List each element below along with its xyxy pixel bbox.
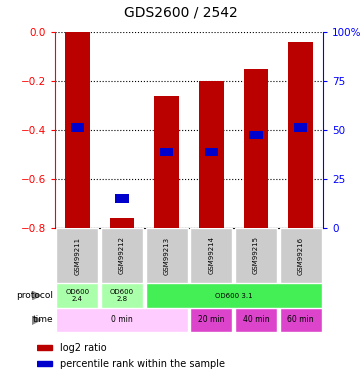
Text: GDS2600 / 2542: GDS2600 / 2542 xyxy=(123,5,238,19)
Bar xyxy=(155,96,179,228)
Bar xyxy=(294,123,307,132)
Text: time: time xyxy=(32,315,53,324)
Text: 40 min: 40 min xyxy=(243,315,269,324)
Bar xyxy=(56,228,98,283)
Bar xyxy=(56,283,98,308)
Text: 20 min: 20 min xyxy=(198,315,225,324)
Bar xyxy=(146,283,322,308)
Bar xyxy=(199,81,223,228)
Text: log2 ratio: log2 ratio xyxy=(60,343,106,353)
Bar xyxy=(280,308,322,332)
Bar xyxy=(101,228,143,283)
Text: 60 min: 60 min xyxy=(287,315,314,324)
Bar xyxy=(280,228,322,283)
Bar xyxy=(160,148,173,156)
Text: protocol: protocol xyxy=(16,291,53,300)
Bar xyxy=(205,148,218,156)
Text: OD600 3.1: OD600 3.1 xyxy=(215,292,252,298)
Text: GSM99213: GSM99213 xyxy=(164,237,170,274)
Text: GSM99211: GSM99211 xyxy=(74,237,81,274)
Bar xyxy=(244,69,268,228)
Bar xyxy=(56,308,188,332)
Bar xyxy=(110,218,134,228)
Bar xyxy=(190,308,232,332)
Bar xyxy=(235,308,277,332)
Text: GSM99214: GSM99214 xyxy=(208,237,214,274)
Bar xyxy=(37,345,52,350)
Text: GSM99215: GSM99215 xyxy=(253,237,259,274)
Text: GSM99216: GSM99216 xyxy=(298,237,304,274)
Text: OD600
2.8: OD600 2.8 xyxy=(110,289,134,302)
Polygon shape xyxy=(31,291,40,300)
Bar xyxy=(235,228,277,283)
Polygon shape xyxy=(31,315,40,324)
Bar xyxy=(101,283,143,308)
Bar xyxy=(65,32,90,228)
Bar xyxy=(37,362,52,366)
Bar xyxy=(115,194,129,203)
Text: percentile rank within the sample: percentile rank within the sample xyxy=(60,359,225,369)
Bar xyxy=(288,42,313,228)
Bar xyxy=(190,228,232,283)
Text: 0 min: 0 min xyxy=(111,315,133,324)
Bar xyxy=(71,123,84,132)
Text: OD600
2.4: OD600 2.4 xyxy=(65,289,90,302)
Text: GSM99212: GSM99212 xyxy=(119,237,125,274)
Bar xyxy=(146,228,188,283)
Bar xyxy=(249,130,263,139)
